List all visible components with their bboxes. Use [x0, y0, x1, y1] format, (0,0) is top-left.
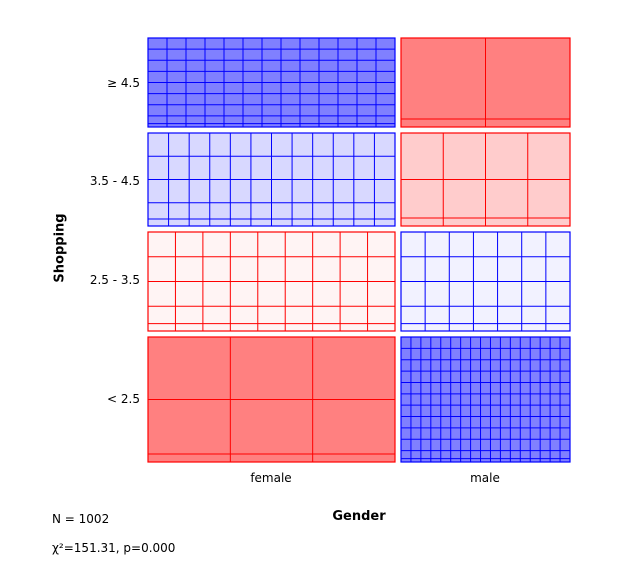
mosaic-tile-male-2-5-3-5 [400, 231, 571, 332]
row-label-ge-4-5: ≥ 4.5 [107, 76, 140, 90]
mosaic-tile-male-3-5-4-5 [400, 132, 571, 227]
tile-grid-lines [401, 337, 570, 462]
tile-grid-lines [401, 38, 570, 127]
mosaic-tile-female-2-5-3-5 [147, 231, 396, 332]
row-label-2-5-3-5: 2.5 - 3.5 [89, 273, 140, 287]
tile-grid-lines [148, 38, 395, 127]
x-axis-label: Gender [332, 509, 386, 524]
tile-grid-lines [148, 232, 395, 331]
mosaic-tile-female-ge-4-5 [147, 37, 396, 128]
mosaic-tile-female-lt-2-5 [147, 336, 396, 463]
mosaic-tile-male-ge-4-5 [400, 37, 571, 128]
tile-grid-lines [401, 232, 570, 331]
col-label-female: female [250, 471, 292, 485]
row-label-3-5-4-5: 3.5 - 4.5 [89, 174, 140, 188]
chi-square-text: χ²=151.31, p=0.000 [52, 541, 176, 555]
mosaic-tile-male-lt-2-5 [400, 336, 571, 463]
tile-grid-lines [148, 337, 395, 462]
y-axis-label: Shopping [52, 213, 68, 283]
tile-grid-lines [148, 133, 395, 226]
sample-size-text: N = 1002 [52, 512, 110, 526]
col-label-male: male [470, 471, 500, 485]
tile-grid-lines [401, 133, 570, 226]
mosaic-tile-female-3-5-4-5 [147, 132, 396, 227]
row-label-lt-2-5: < 2.5 [107, 392, 140, 406]
